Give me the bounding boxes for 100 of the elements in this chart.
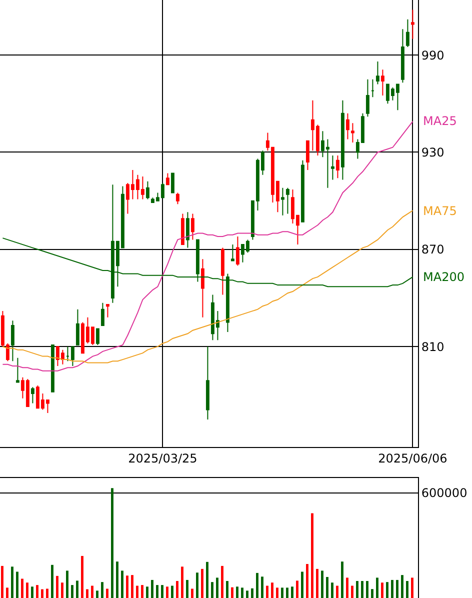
candlestick	[166, 172, 170, 186]
bar	[256, 572, 258, 598]
bar	[371, 589, 374, 598]
bar	[321, 570, 324, 598]
bar	[126, 576, 128, 598]
candlestick	[366, 78, 370, 118]
bar	[306, 564, 308, 598]
bar	[316, 568, 318, 598]
bar	[191, 588, 194, 598]
candlestick	[70, 346, 74, 367]
candlestick	[220, 247, 224, 296]
bar	[286, 588, 288, 598]
candlestick	[170, 172, 174, 194]
bar	[211, 582, 214, 598]
candlestick	[186, 212, 190, 248]
bar	[26, 582, 28, 598]
candlestick	[230, 244, 234, 262]
candlestick	[406, 18, 410, 48]
candlestick	[200, 258, 204, 318]
bar	[291, 586, 294, 598]
bar	[366, 581, 368, 598]
bar	[276, 588, 278, 598]
bar	[111, 488, 114, 598]
candlestick	[400, 28, 404, 84]
candlestick	[376, 61, 380, 85]
bar	[11, 566, 14, 598]
bar	[391, 580, 394, 598]
line-series	[2, 120, 414, 372]
bar	[71, 585, 74, 598]
bar	[261, 576, 264, 598]
bar	[311, 513, 314, 598]
bar	[141, 585, 144, 598]
candlestick	[370, 78, 374, 98]
bar	[296, 580, 298, 598]
bar	[6, 588, 8, 598]
bar	[266, 586, 268, 598]
bar	[386, 582, 388, 598]
bar	[241, 588, 244, 598]
bar	[31, 586, 34, 598]
bar	[121, 570, 124, 598]
bar	[41, 589, 44, 598]
bar	[61, 582, 64, 598]
candlestick	[10, 320, 14, 362]
candlestick	[180, 213, 184, 246]
bar	[131, 575, 134, 598]
bar	[91, 586, 94, 598]
bar	[351, 586, 354, 598]
y-tick-label: 930	[421, 145, 444, 160]
bar	[16, 572, 18, 598]
bar	[201, 568, 204, 598]
candlestick	[300, 160, 304, 222]
y-tick-label: 870	[421, 242, 444, 257]
bar	[151, 580, 154, 598]
bar	[341, 562, 344, 598]
candlestick	[380, 69, 384, 96]
bar	[301, 572, 304, 598]
candlestick	[206, 346, 210, 420]
candlestick	[50, 344, 54, 392]
candlestick	[350, 122, 354, 144]
candlestick	[96, 328, 100, 346]
candlestick	[176, 192, 180, 205]
bar	[106, 588, 108, 598]
bar	[116, 562, 118, 598]
candlestick	[100, 302, 104, 326]
bar	[176, 581, 178, 598]
bar	[51, 564, 54, 598]
bar	[401, 575, 404, 598]
bar	[171, 586, 174, 598]
bar	[81, 556, 84, 598]
bar	[136, 586, 138, 598]
bar	[411, 578, 414, 598]
bar	[406, 581, 408, 598]
bar	[206, 562, 208, 598]
candlestick	[280, 187, 284, 216]
bar	[281, 588, 284, 598]
bar	[46, 588, 48, 598]
bar	[236, 586, 238, 598]
bar	[356, 581, 358, 598]
bar	[161, 585, 164, 598]
candlestick	[236, 236, 240, 266]
candlestick	[340, 100, 344, 180]
bar	[221, 566, 224, 598]
candlestick	[16, 357, 20, 383]
bar	[231, 587, 234, 598]
candlestick	[66, 346, 70, 362]
bar	[76, 580, 78, 598]
y-tick-label: 600000	[421, 486, 468, 500]
x-tick-label: 2025/06/06	[378, 451, 448, 466]
bar	[166, 586, 168, 598]
bar	[181, 566, 184, 598]
bar	[336, 586, 338, 598]
candlestick	[346, 112, 350, 140]
bar	[361, 581, 364, 598]
bar	[56, 576, 58, 598]
bar	[226, 581, 228, 598]
candlestick	[306, 140, 310, 171]
candlestick	[76, 308, 80, 346]
series-label: MA25	[423, 114, 457, 128]
series-label: MA200	[423, 270, 464, 284]
bar	[396, 580, 398, 598]
